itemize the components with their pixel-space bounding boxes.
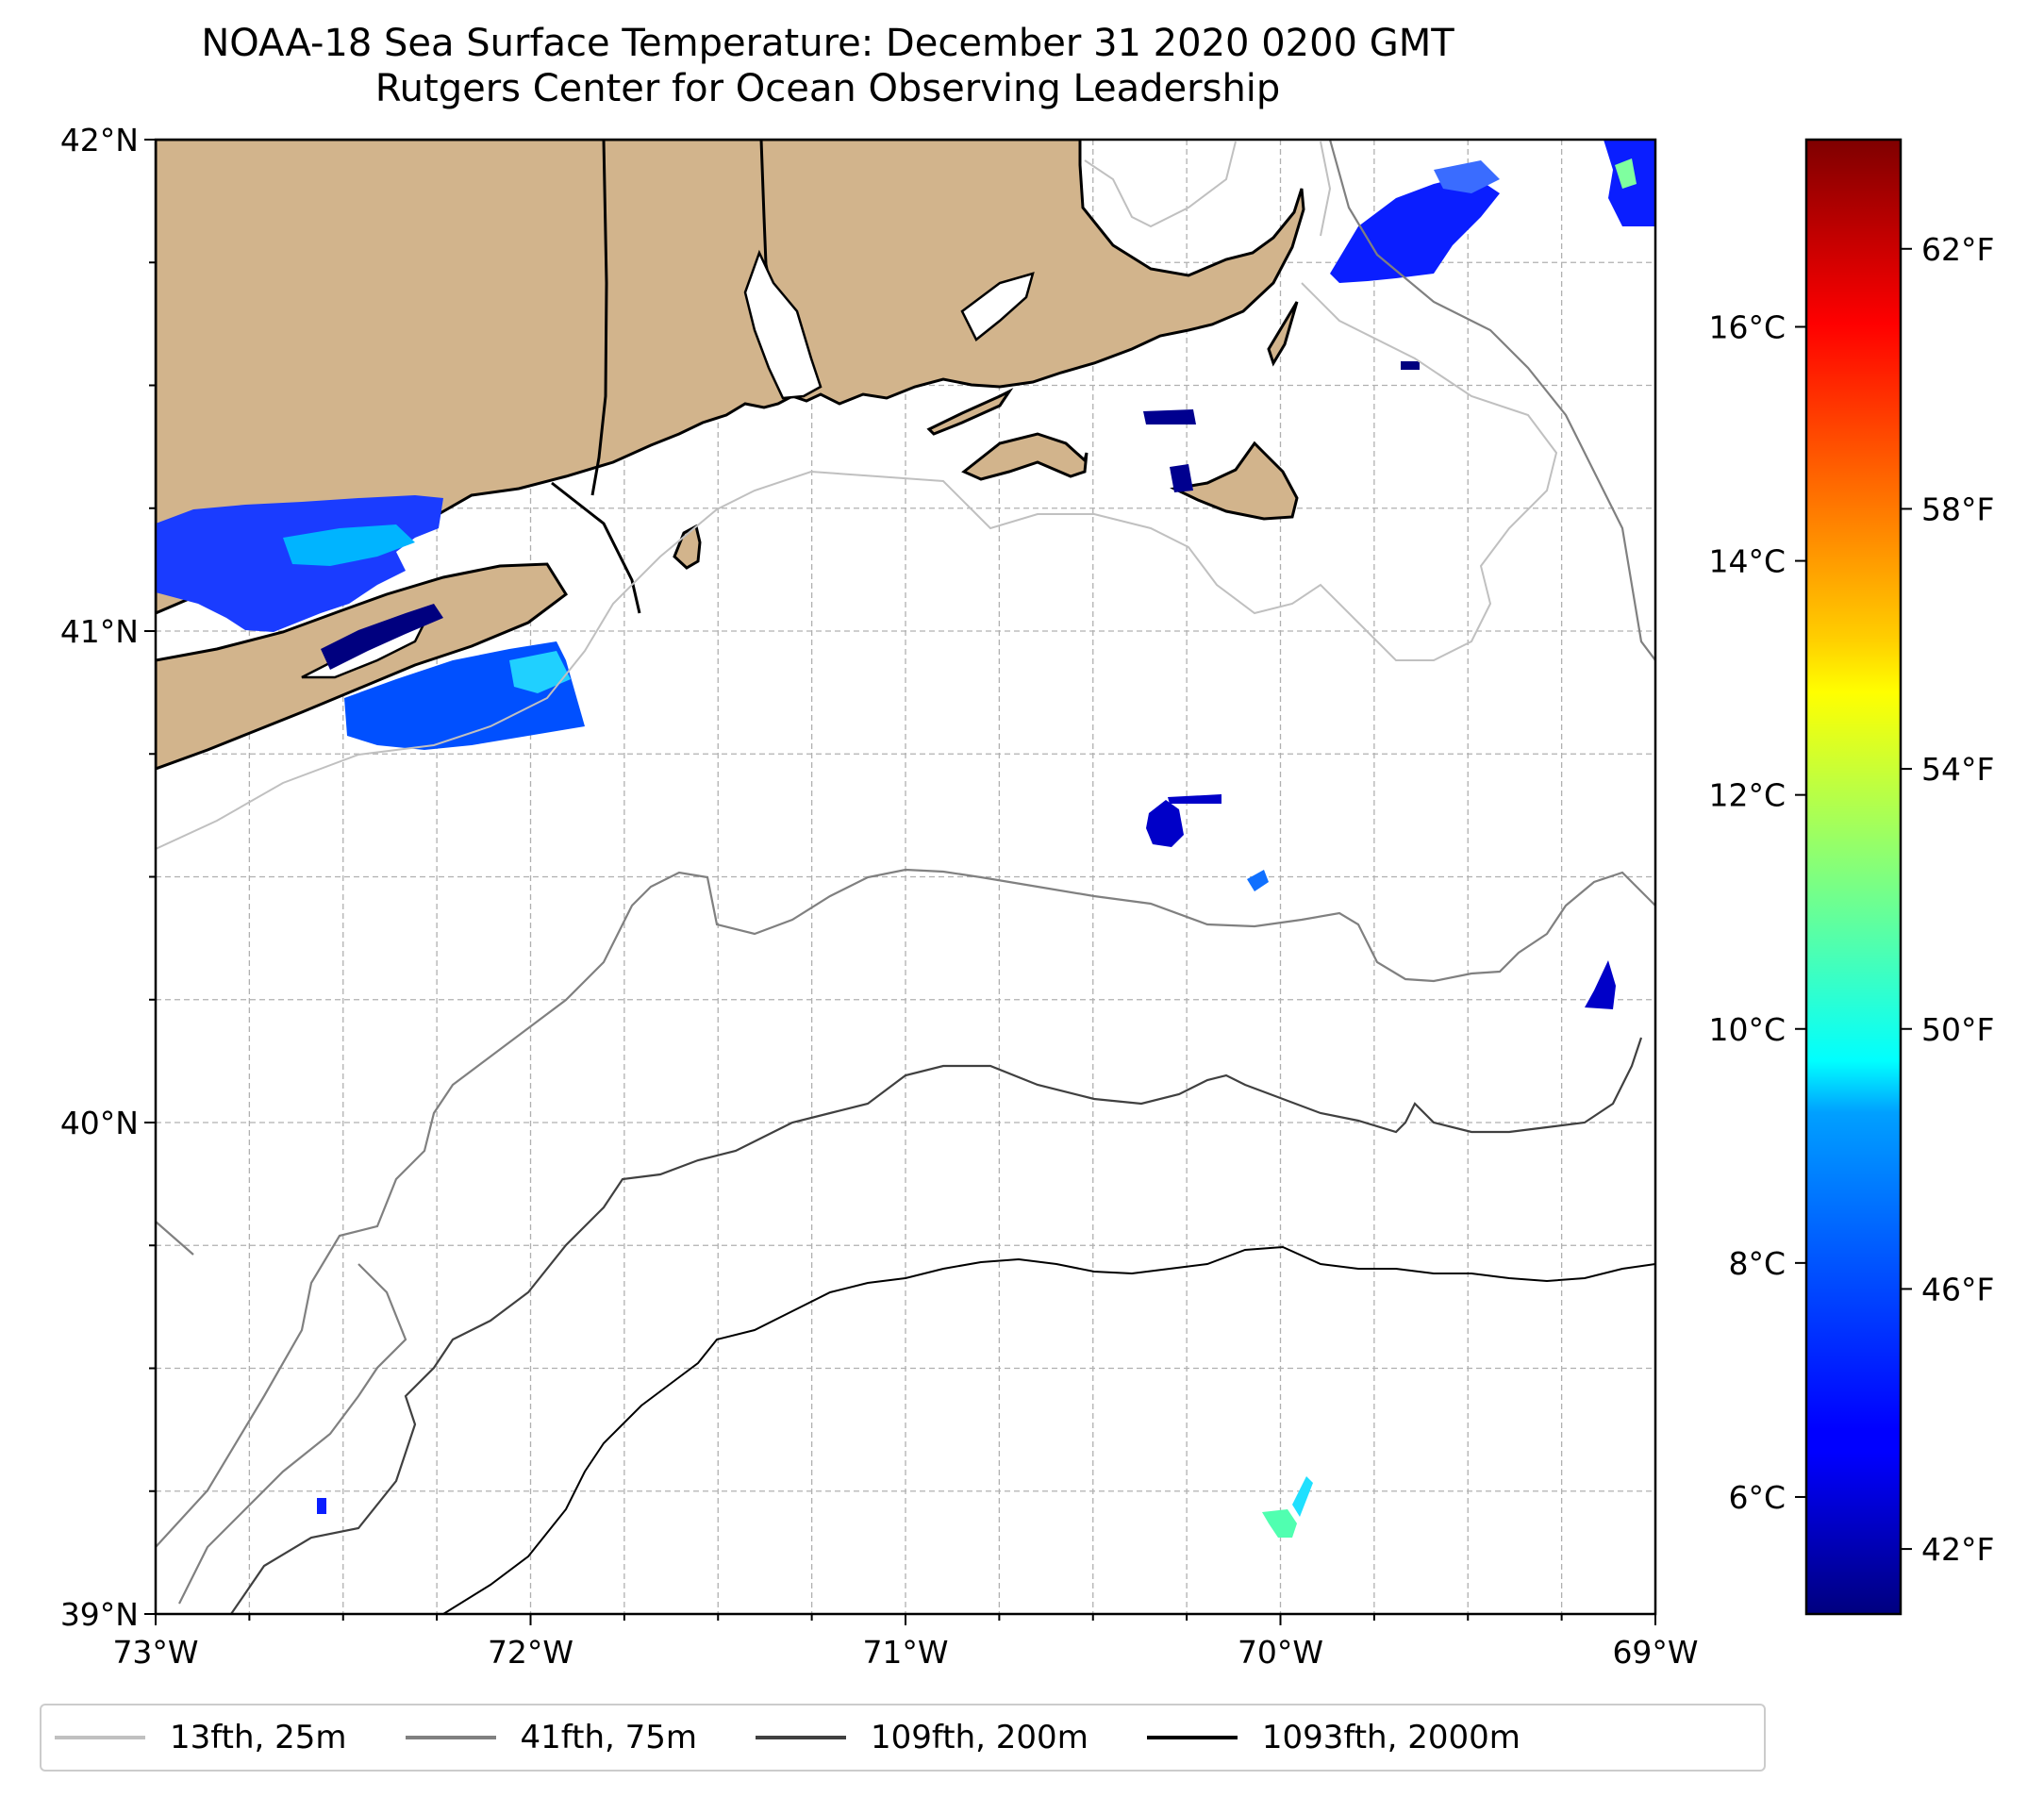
colorbar [1804, 138, 1903, 1616]
legend-swatch [55, 1736, 145, 1739]
celsius-tick-label: 10°C [1708, 1011, 1786, 1048]
isobath-25m-inner [1084, 141, 1332, 237]
sst-patch-slope-green [1262, 1509, 1297, 1538]
fahrenheit-tick-label: 62°F [1921, 231, 1994, 268]
fahrenheit-tick-label: 50°F [1921, 1011, 1994, 1048]
isobath-75m-west [156, 1221, 407, 1605]
isobath-legend: 13fth, 25m 41fth, 75m 109fth, 200m 1093fth,… [40, 1704, 1766, 1772]
lat-tick-label: 39°N [60, 1596, 139, 1633]
bay-buzzards [960, 272, 1035, 341]
fahrenheit-tick-label: 58°F [1921, 491, 1994, 527]
border-ct-ri [590, 140, 608, 496]
fahrenheit-tick-label: 46°F [1921, 1271, 1994, 1307]
title-line-2: Rutgers Center for Ocean Observing Leade… [374, 67, 1281, 110]
isobath-75m [156, 868, 1655, 1548]
legend-label: 41fth, 75m [520, 1719, 698, 1756]
isobath-2000m [442, 1245, 1655, 1614]
isobath-75m-north [1328, 140, 1655, 661]
sst-patch-shelf-center [1146, 800, 1184, 847]
sst-patch-cape-cod-bay-light [1434, 160, 1500, 193]
land-elizabeth-islands [926, 388, 1014, 436]
lon-tick-label: 70°W [1238, 1634, 1323, 1671]
bay-narragansett [743, 249, 823, 400]
legend-item: 109fth, 200m [756, 1719, 1088, 1756]
legend-item: 1093fth, 2000m [1146, 1719, 1521, 1756]
sst-patch-east-small [1401, 361, 1420, 370]
legend-label: 109fth, 200m [871, 1719, 1088, 1756]
legend-label: 1093fth, 2000m [1261, 1719, 1521, 1756]
fahrenheit-tick-label: 54°F [1921, 751, 1994, 788]
legend-label: 13fth, 25m [170, 1719, 347, 1756]
sst-data [156, 140, 1655, 1538]
celsius-tick-label: 16°C [1708, 308, 1786, 345]
colorbar-ticks: 6°C 8°C 10°C 12°C 14°C 16°C 42°F 46°F 50°F 54°F 58… [1708, 231, 1994, 1568]
lon-tick-label: 72°W [488, 1634, 573, 1671]
fahrenheit-tick-label: 42°F [1921, 1531, 1994, 1568]
legend-item: 41fth, 75m [405, 1719, 698, 1756]
celsius-tick-label: 12°C [1708, 777, 1786, 814]
legend-swatch [1146, 1736, 1238, 1739]
isobaths [156, 140, 1655, 1614]
sst-patch-nantucket-north [1143, 409, 1196, 424]
sst-patch-cape-cod-bay [1330, 175, 1500, 283]
sst-patch-south-shore-cyan [509, 651, 571, 693]
sst-patch-slope-cyan [1292, 1476, 1313, 1517]
isobath-200m [230, 1037, 1643, 1614]
sst-patch-shelf-center-edge [1168, 794, 1221, 804]
title-line-1: NOAA-18 Sea Surface Temperature: Decembe… [201, 22, 1454, 65]
celsius-tick-label: 6°C [1728, 1479, 1786, 1516]
lat-tick-label: 41°N [60, 613, 139, 650]
lon-tick-label: 73°W [112, 1634, 198, 1671]
lat-tick-label: 40°N [60, 1105, 139, 1141]
isobath-25m [156, 282, 1558, 850]
lon-tick-label: 69°W [1612, 1634, 1698, 1671]
border-ny-ct [551, 481, 641, 614]
sst-patch-gulf-of-maine-green [1615, 158, 1637, 189]
sst-patch-east-shelf [1585, 960, 1616, 1009]
celsius-tick-label: 14°C [1708, 543, 1786, 580]
legend-swatch [405, 1736, 496, 1739]
land-block-island [673, 524, 702, 570]
sst-patch-peconic-dark [321, 604, 443, 670]
land-martha-vineyard [961, 432, 1088, 481]
land-monomoy [1267, 301, 1299, 367]
lon-tick-label: 71°W [862, 1634, 948, 1671]
sst-patch-shelf-small [1247, 870, 1269, 891]
lat-tick-label: 42°N [60, 122, 139, 158]
chart-title: NOAA-18 Sea Surface Temperature: Decembe… [0, 21, 1655, 111]
sst-patch-slope-sw [317, 1498, 326, 1514]
axis-ticks: 73°W 72°W 71°W 70°W 69°W 42°N 41°N 40°N 39°N [60, 122, 1699, 1671]
land-nantucket [1170, 441, 1299, 521]
legend-item: 13fth, 25m [55, 1719, 347, 1756]
sst-patch-nantucket-west [1170, 464, 1193, 492]
sst-patch-sound-warm [283, 524, 415, 566]
celsius-tick-label: 8°C [1728, 1245, 1786, 1282]
legend-swatch [756, 1736, 847, 1739]
